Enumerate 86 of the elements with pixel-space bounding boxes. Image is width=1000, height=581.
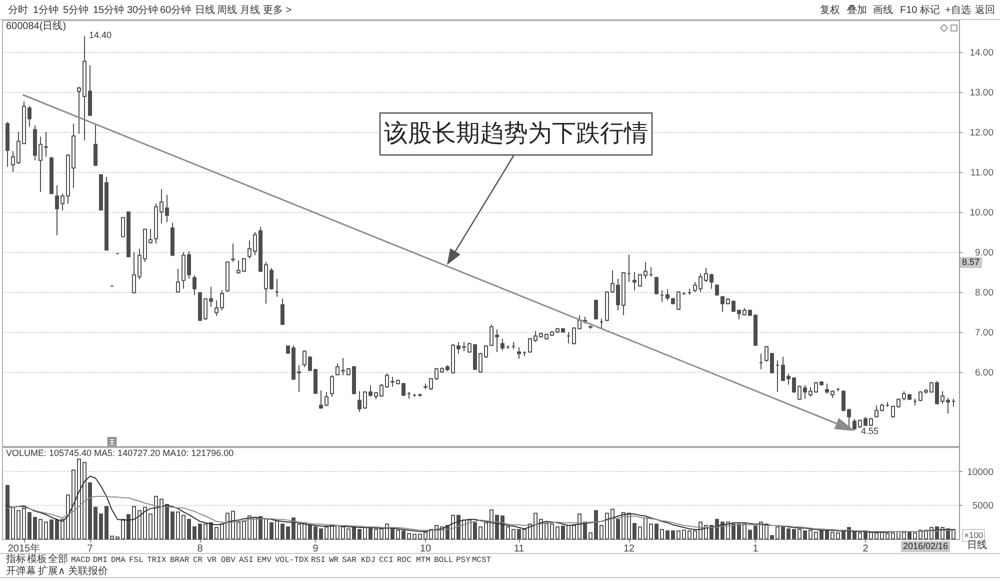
text: 指标 [6,554,26,565]
text: VR [207,556,217,565]
text: 日线 [967,540,987,551]
text: FSL [129,556,144,565]
x-tick-label: 12 [623,544,635,554]
text: MTM [416,556,430,565]
text: 返回 [975,5,995,16]
text: ROC [397,556,412,565]
candlestick [666,288,670,301]
candlestick [517,346,521,360]
x-tick-label: 7 [87,544,94,554]
text: CCI [379,556,394,565]
text: 5分钟 [63,5,89,16]
candlestick [280,298,284,326]
y-tick-label: 9.00 [975,248,994,258]
chart-title: VOLUME: 105745.40 MA5: 140727.20 MA10: 121796.00 [6,448,234,458]
candlestick [192,274,196,296]
text: EMV [257,556,272,565]
x-tick-label: 9 [312,544,319,554]
x-tick-label: 2 [862,544,869,554]
text: 叠加 [847,5,867,16]
y-tick-label: 7.00 [975,328,994,338]
annotation: 4.55 [861,426,879,436]
candlestick [594,299,598,320]
text: 30分钟 [127,5,158,16]
chart-title: 600084(日线) [6,21,66,32]
text: 周线 [217,5,237,16]
text: BRAR [170,556,190,565]
x-tick-label: 2015年 [8,542,40,554]
y-tick-label: 6.00 [975,368,994,378]
text: 2016/02/16 [901,541,950,552]
text: 扩展∧ [38,566,66,577]
y-tick-label: 10.00 [970,208,994,218]
text: 日线 [195,5,215,16]
text: CR [193,556,203,565]
candlestick [654,276,658,295]
text: 8.57 [960,257,982,268]
candlestick [231,243,235,262]
text: PSY [456,556,470,565]
text: VOL-TDX [275,556,309,565]
candlestick [330,374,334,398]
text: RSI [311,556,326,565]
text: 15分钟 [93,5,124,16]
text: 1分钟 [33,5,59,16]
text: 画线 [873,5,893,16]
y-tick-label: 8.00 [975,288,994,298]
y-tick-label: 10000 [967,466,994,478]
y-tick-label: 13.00 [970,88,994,98]
text: MACD [71,556,90,565]
candlestick [500,338,504,351]
text: DMI [93,556,108,565]
text: MCST [472,556,492,565]
text: 全部 [48,554,68,565]
y-tick-label: 14.00 [970,48,994,58]
text: 复权 [820,5,840,16]
line-series [7,476,954,533]
text: KDJ [361,556,376,565]
text: WR [329,556,339,565]
text: TRIX [147,556,166,565]
text: 开弹幕 [6,566,36,577]
text: 模板 [27,554,47,565]
text: 月线 [240,5,260,16]
text: SAR [342,556,356,565]
text: 标记 [920,5,940,16]
candlestick [94,124,98,166]
y-tick-label: 12.00 [970,128,994,138]
x-tick-label: 11 [514,544,525,554]
y-tick-label: 11.00 [970,168,994,178]
x-tick-label: 1 [752,544,759,554]
x-tick-label: 10 [420,544,432,554]
text: 分时 [8,5,28,16]
y-tick-label: 5000 [972,500,994,512]
text: F10 [900,5,918,16]
text: 60分钟 [160,5,192,16]
text: DMA [111,556,126,565]
line-series [7,496,954,532]
candlestick [176,268,180,294]
text: +自选 [945,5,971,16]
x-tick-label: 8 [197,544,204,554]
text: OBV [221,556,236,565]
text: 关联报价 [68,566,108,577]
text: 更多 > [263,5,292,16]
text: ASI [239,556,254,565]
annotation: 该股长期趋势为下跌行情 [384,121,648,147]
annotation: 14.40 [89,30,112,40]
text: BOLL [434,556,454,565]
